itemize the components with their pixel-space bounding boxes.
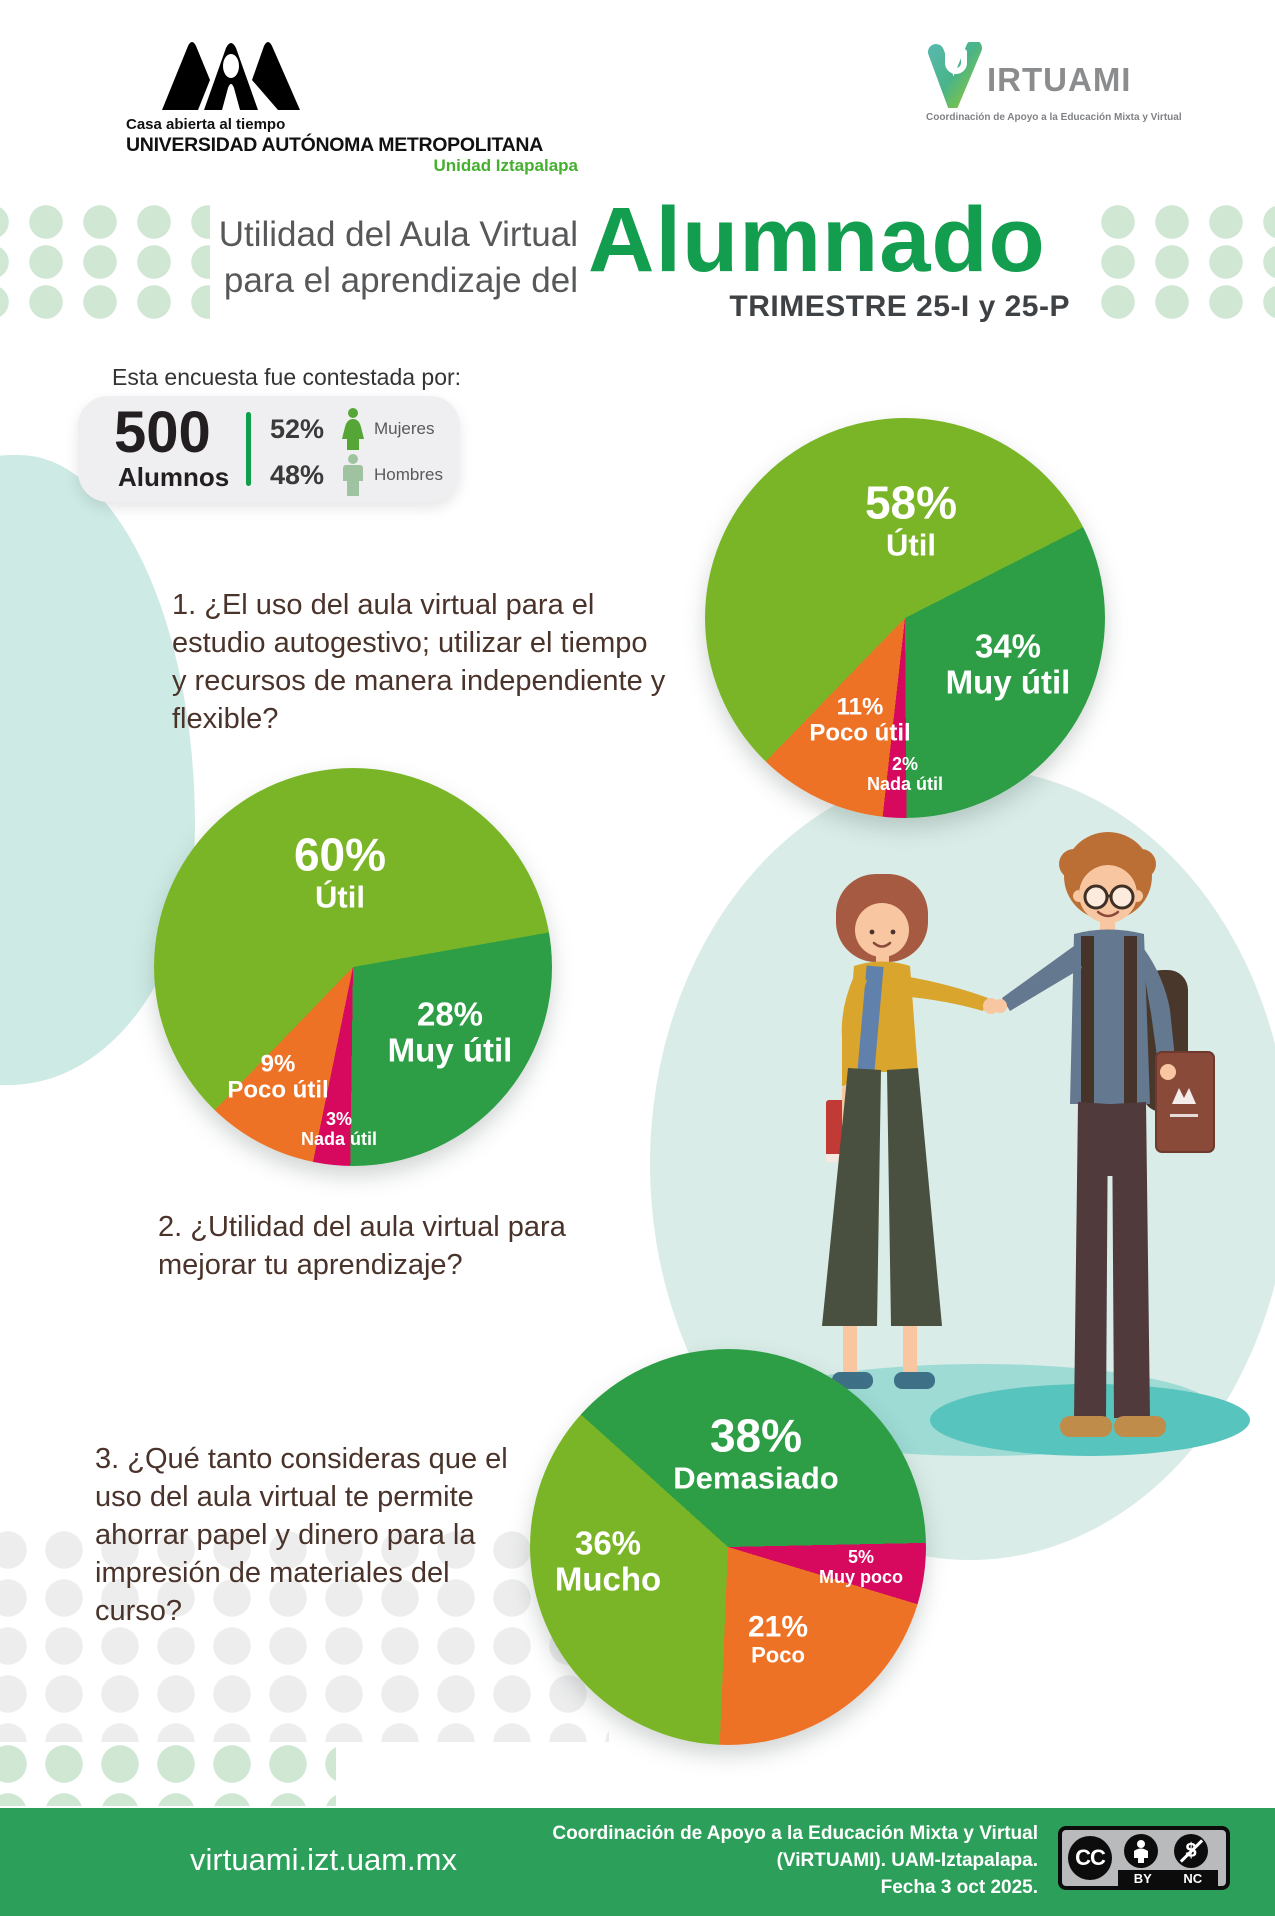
pie-chart-q3: 38% Demasiado 36% Mucho 5% Muy poco 21% … (530, 1349, 926, 1745)
men-label: Hombres (374, 465, 443, 484)
pie2-label-poco-util: 9% Poco útil (227, 1050, 329, 1104)
survey-men-row: 48% Hombres (270, 454, 443, 496)
students-illustration (745, 832, 1250, 1456)
pie1-label-util: 58% Útil (864, 476, 958, 563)
question-2: 2. ¿Utilidad del aula virtual para mejor… (158, 1211, 566, 1281)
pie2-label-util: 60% Útil (293, 828, 387, 915)
dots-pattern-top-right (1098, 203, 1275, 321)
pie1-label-poco-util: 11% Poco útil (809, 693, 911, 747)
uam-tagline: Casa abierta al tiempo (126, 116, 286, 133)
uam-m-logo-icon (162, 42, 300, 110)
virtuami-tagline: Coordinación de Apoyo a la Educación Mix… (926, 112, 1182, 123)
men-percent: 48% (270, 459, 325, 490)
nc-label: NC (1183, 1871, 1203, 1886)
uam-name: UNIVERSIDAD AUTÓNOMA METROPOLITANA (126, 134, 543, 156)
question-3: 3. ¿Qué tanto consideras que el uso del … (95, 1443, 508, 1627)
footer-bar: virtuami.izt.uam.mx Coordinación de Apoy… (0, 1808, 1275, 1916)
survey-women-row: 52% Mujeres (270, 408, 434, 450)
student-boy (993, 832, 1215, 1437)
female-icon (342, 408, 364, 450)
virtuami-logo-block: IRTUAMI Coordinación de Apoyo a la Educa… (926, 42, 1182, 123)
pie1-label-nada-util: 2% Nada útil (866, 754, 944, 794)
survey-summary-box: 500 Alumnos 52% Mujeres 48% Hombres (78, 396, 460, 502)
question-1: 1. ¿El uso del aula virtual para el estu… (172, 589, 666, 735)
cc-strip: BY NC (1118, 1870, 1218, 1887)
pie3-label-poco: 21% Poco (747, 1610, 809, 1668)
women-label: Mujeres (374, 419, 435, 438)
survey-count: 500 (114, 400, 211, 465)
by-label: BY (1133, 1871, 1152, 1886)
pie-chart-q2: 60% Útil 28% Muy útil 9% Poco útil 3% Na… (154, 768, 552, 1166)
virtuami-v-icon (928, 42, 982, 108)
cc-icon: CC (1068, 1836, 1112, 1880)
footer-url: virtuami.izt.uam.mx (190, 1842, 457, 1877)
male-icon (343, 454, 363, 496)
pie-chart-q1: 58% Útil 34% Muy útil 11% Poco útil 2% N… (705, 418, 1105, 818)
pie2-label-muy-util: 28% Muy útil (387, 995, 513, 1069)
pie3-label-muy-poco: 5% Muy poco (819, 1547, 903, 1587)
page-title: Alumnado (588, 189, 1046, 291)
student-girl (822, 874, 999, 1389)
title-pre-text: Utilidad del Aula Virtual para el aprend… (218, 215, 578, 300)
dots-pattern-top-left (0, 203, 210, 321)
uam-campus: Unidad Iztapalapa (433, 156, 578, 175)
pie3-label-mucho: 36% Mucho (554, 1524, 662, 1598)
virtuami-name: IRTUAMI (987, 61, 1132, 98)
pie1-label-muy-util: 34% Muy útil (945, 627, 1071, 701)
survey-divider (246, 412, 251, 486)
women-percent: 52% (270, 413, 325, 444)
footer-credit: Coordinación de Apoyo a la Educación Mix… (552, 1823, 1038, 1898)
title-trimester: TRIMESTRE 25-I y 25-P (729, 290, 1070, 323)
cc-license-badge: CC $ BY NC (1058, 1826, 1230, 1890)
dots-pattern-bottom-gray (0, 1528, 609, 1742)
pie2-label-nada-util: 3% Nada útil (300, 1109, 378, 1149)
pie3-label-demasiado: 38% Demasiado (673, 1409, 839, 1496)
by-person-icon (1124, 1834, 1158, 1868)
dots-pattern-bottom-green (0, 1742, 336, 1806)
survey-intro-text: Esta encuesta fue contestada por: (112, 364, 462, 390)
nc-icon: $ (1174, 1834, 1208, 1868)
survey-count-label: Alumnos (118, 462, 230, 492)
